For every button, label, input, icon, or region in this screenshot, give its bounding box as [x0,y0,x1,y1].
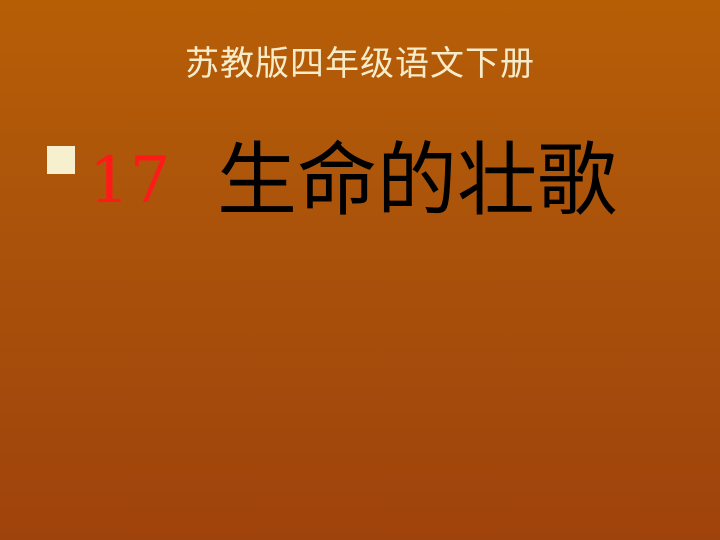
square-bullet-icon [47,146,75,174]
lesson-heading: 17 生命的壮歌 [47,138,687,228]
lesson-number: 17 [89,144,171,218]
slide-subtitle: 苏教版四年级语文下册 [185,44,535,84]
lesson-title: 生命的壮歌 [217,134,617,227]
